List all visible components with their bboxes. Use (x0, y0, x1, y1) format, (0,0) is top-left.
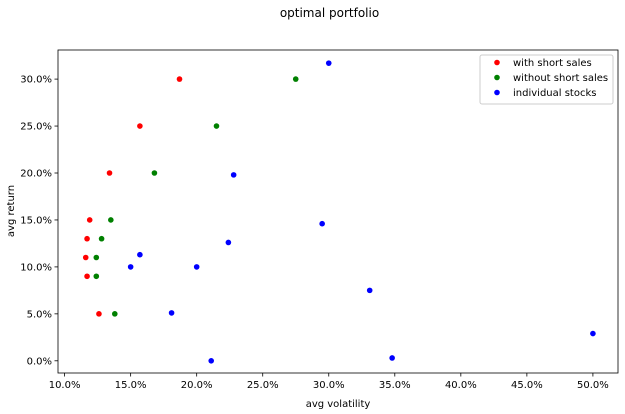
data-point (82, 254, 89, 261)
data-point (108, 217, 114, 223)
data-point (106, 170, 113, 176)
data-point (292, 76, 299, 82)
x-tick-label: 20.0% (181, 380, 213, 391)
legend-label: individual stocks (513, 88, 596, 99)
legend-label: without short sales (513, 73, 608, 84)
data-point (225, 239, 232, 246)
legend-label: with short sales (513, 58, 592, 69)
data-point (176, 76, 183, 82)
data-point (111, 311, 118, 317)
legend-marker (494, 89, 500, 96)
x-axis-label: avg volatility (306, 399, 371, 410)
y-tick-label: 5.0% (27, 309, 52, 320)
data-point (93, 254, 100, 261)
data-point (389, 355, 395, 361)
x-tick-label: 15.0% (115, 380, 147, 391)
data-point (193, 264, 200, 270)
data-point (86, 217, 93, 223)
x-tick-label: 35.0% (379, 380, 411, 391)
data-point (127, 264, 134, 270)
x-tick-label: 30.0% (313, 380, 345, 391)
legend-marker (494, 59, 500, 66)
x-axis-ticks: 10.0% 15.0% 20.0% 25.0% 30.0% 35.0% 40.0% 45.0%… (49, 373, 609, 391)
y-tick-label: 30.0% (20, 75, 52, 86)
data-point (98, 235, 105, 242)
y-axis-label: avg return (6, 185, 17, 237)
legend-marker (494, 74, 500, 81)
data-point (151, 170, 158, 176)
data-point (137, 251, 143, 258)
plot-frame (57, 49, 619, 374)
y-tick-label: 0.0% (27, 356, 52, 367)
data-point (93, 273, 100, 280)
x-tick-label: 10.0% (49, 380, 81, 391)
x-tick-label: 45.0% (511, 380, 543, 391)
data-point (366, 287, 373, 294)
y-tick-label: 15.0% (20, 215, 52, 226)
x-tick-label: 25.0% (247, 380, 279, 391)
data-point (319, 220, 325, 227)
plot-marks (82, 60, 596, 364)
data-point (168, 310, 175, 316)
chart-title: optimal portfolio (280, 6, 379, 20)
data-point (96, 311, 102, 317)
legend: with short sales without short sales indiv… (479, 54, 614, 105)
data-point (325, 60, 332, 66)
y-tick-label: 25.0% (20, 122, 52, 133)
data-point (213, 123, 220, 129)
y-axis-ticks: 0.0% 5.0% 10.0% 15.0% 20.0% 25.0% 30.0% (20, 75, 58, 367)
legend-box (479, 54, 614, 105)
data-point (84, 235, 90, 242)
x-tick-label: 50.0% (577, 380, 609, 391)
y-tick-label: 10.0% (20, 262, 52, 273)
data-point (208, 357, 215, 364)
x-tick-label: 40.0% (445, 380, 477, 391)
data-point (590, 330, 596, 337)
data-point (84, 273, 90, 280)
data-point (137, 123, 143, 129)
y-tick-label: 20.0% (20, 169, 52, 180)
data-point (230, 172, 237, 178)
